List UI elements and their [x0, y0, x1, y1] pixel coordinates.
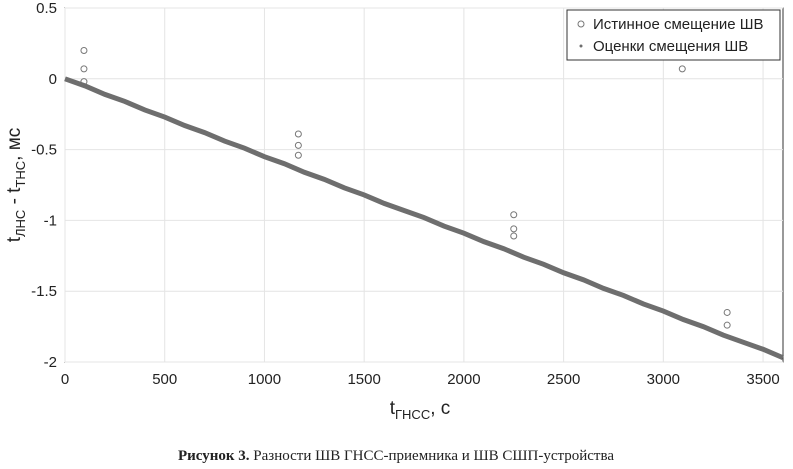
- x-tick-label: 3500: [746, 371, 779, 388]
- y-label-part: - t: [4, 187, 25, 210]
- y-tick-label: 0: [49, 71, 57, 88]
- true-point: [510, 211, 518, 219]
- y-tick-label: -0.5: [31, 142, 57, 159]
- y-tick-label: -1.5: [31, 283, 57, 300]
- legend-box: [566, 9, 781, 61]
- x-tick-label: 2500: [547, 371, 580, 388]
- x-label-part: t: [390, 398, 396, 419]
- true-point: [294, 151, 302, 159]
- y-label-part: , мс: [4, 128, 25, 161]
- plot-area: [64, 7, 784, 363]
- x-tick-label: 3000: [647, 371, 680, 388]
- caption: Рисунок 3. Разности ШВ ГНСС-приемника и …: [178, 448, 614, 464]
- true-point: [80, 46, 88, 54]
- y-tick-label: -1: [44, 212, 57, 229]
- y-label-part: t: [4, 236, 25, 242]
- true-point: [294, 141, 302, 149]
- x-tick-label: 1500: [347, 371, 380, 388]
- x-label-sub: ГНСС: [395, 407, 430, 422]
- true-point: [80, 65, 88, 73]
- x-tick-label: 500: [152, 371, 177, 388]
- legend-marker: [577, 20, 585, 28]
- y-label-sub: ТНС: [13, 161, 28, 188]
- y-axis-label: tЛНС - tТНС, мс: [4, 128, 28, 243]
- x-tick-label: 2000: [447, 371, 480, 388]
- x-axis-label: tГНСС, с: [390, 398, 451, 422]
- legend-marker: [579, 44, 583, 48]
- x-tick-label: 1000: [248, 371, 281, 388]
- legend-label: Истинное смещение ШВ: [593, 16, 764, 33]
- true-point: [294, 130, 302, 138]
- y-tick-label: -2: [44, 354, 57, 371]
- estimate-line: [64, 76, 784, 361]
- legend-label: Оценки смещения ШВ: [593, 38, 748, 55]
- true-point: [723, 321, 731, 329]
- caption-label: Рисунок 3.: [178, 448, 250, 464]
- y-label-sub: ЛНС: [13, 210, 28, 237]
- true-point: [510, 232, 518, 240]
- true-point: [510, 225, 518, 233]
- y-tick-label: 0.5: [36, 0, 57, 17]
- true-point: [678, 65, 686, 73]
- true-point: [723, 308, 731, 316]
- x-label-part: , с: [430, 398, 450, 419]
- x-tick-label: 0: [61, 371, 69, 388]
- caption-text: Разности ШВ ГНСС-приемника и ШВ СШП-устр…: [250, 448, 615, 464]
